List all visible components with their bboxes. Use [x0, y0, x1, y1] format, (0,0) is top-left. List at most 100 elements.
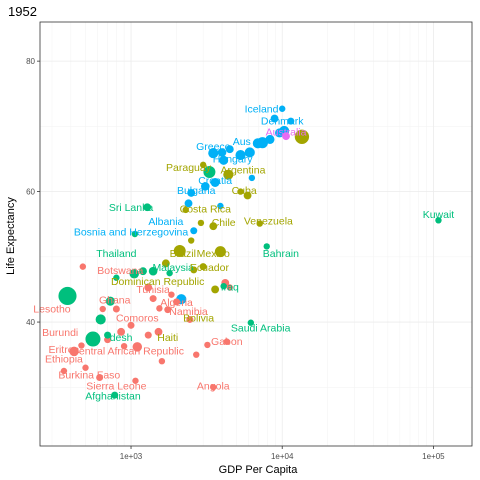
data-point: [209, 222, 218, 231]
x-tick-label: 1e+03: [120, 452, 143, 461]
data-point: [82, 364, 89, 371]
data-point: [210, 177, 220, 187]
data-point: [60, 367, 68, 375]
data-point: [149, 295, 157, 303]
data-point: [225, 145, 234, 154]
data-point: [279, 105, 286, 112]
country-label: Croatia: [198, 175, 232, 187]
plot-border: [39, 21, 473, 447]
data-point: [226, 284, 233, 291]
data-point: [186, 315, 194, 323]
country-label: Saudi Arabia: [231, 322, 291, 334]
country-label: Cuba: [232, 185, 257, 197]
country-label: Namibia: [169, 306, 208, 318]
data-point: [435, 217, 442, 224]
x-tick-label: 1e+05: [422, 452, 445, 461]
data-point: [113, 274, 120, 281]
data-point: [210, 384, 217, 391]
data-point: [96, 374, 104, 382]
country-label: Greece: [196, 141, 231, 153]
data-point: [105, 296, 115, 306]
country-label: Iraq: [221, 281, 239, 293]
country-label: Brazil: [170, 248, 196, 260]
data-point: [173, 244, 186, 257]
data-point: [132, 377, 139, 384]
data-point: [197, 219, 205, 227]
data-point: [158, 358, 166, 365]
data-point: [287, 117, 295, 125]
data-point: [143, 203, 152, 212]
data-point: [161, 259, 170, 268]
data-point: [263, 243, 270, 250]
data-point: [294, 129, 310, 144]
x-tick-label: 1e+04: [271, 452, 294, 461]
data-point: [117, 327, 126, 336]
data-point: [208, 148, 219, 159]
data-point: [256, 220, 263, 227]
data-point: [127, 321, 135, 329]
data-point: [244, 147, 255, 158]
country-label: Bulgaria: [177, 185, 216, 197]
data-point: [120, 342, 128, 350]
data-point: [223, 338, 230, 345]
country-label: Ethiopia: [45, 354, 83, 366]
country-label: Argentina: [220, 165, 265, 177]
data-point: [78, 342, 85, 349]
data-point: [129, 269, 139, 279]
data-point: [243, 191, 252, 200]
country-label: Albania: [148, 216, 183, 228]
country-label: Eritrea: [48, 344, 79, 356]
data-point: [182, 206, 189, 214]
data-point: [69, 346, 79, 357]
country-label: Hungary: [213, 153, 253, 165]
country-label: Ecuador: [190, 262, 230, 274]
data-point: [248, 174, 256, 182]
data-point: [99, 305, 106, 313]
data-point: [203, 166, 216, 179]
country-label: Kuwait: [423, 209, 455, 221]
data-point: [214, 246, 226, 258]
data-point: [173, 298, 181, 306]
country-label: Botswana: [97, 265, 143, 277]
country-label: Malaysia: [152, 262, 194, 274]
chart-title: 1952: [8, 4, 37, 19]
x-axis-title: GDP Per Capita: [219, 464, 299, 476]
country-label: Algeria: [160, 297, 193, 309]
data-point: [111, 391, 119, 399]
data-point: [199, 263, 207, 271]
country-label: Tunisia: [136, 284, 170, 296]
country-label: Central African Republic: [71, 345, 184, 357]
country-label: Australia: [266, 127, 307, 139]
data-point: [265, 134, 275, 144]
data-point: [187, 188, 196, 197]
data-point: [95, 314, 106, 325]
country-label: Bahrain: [263, 248, 299, 260]
country-label: Venezuela: [244, 215, 293, 227]
country-label: desh: [110, 332, 133, 344]
country-label: Comoros: [116, 313, 159, 325]
data-point: [85, 331, 101, 347]
y-tick-label: 60: [26, 188, 35, 197]
data-point: [187, 237, 195, 244]
country-label: Denmark: [261, 116, 304, 128]
country-label: Costa Rica: [180, 204, 232, 216]
data-point: [190, 266, 198, 274]
data-point: [199, 161, 207, 169]
country-label: Thailand: [96, 248, 136, 260]
data-point: [201, 182, 210, 191]
country-label: Chile: [212, 217, 236, 229]
country-label: Angola: [197, 380, 230, 392]
data-point: [58, 286, 77, 306]
data-point: [156, 305, 163, 312]
y-tick-label: 80: [26, 57, 35, 66]
data-point: [275, 128, 285, 138]
gridlines: [40, 22, 472, 446]
country-label: Sri Lanka: [109, 202, 154, 214]
country-label: Mexico: [197, 248, 230, 260]
data-point: [211, 285, 220, 294]
data-point: [168, 291, 175, 298]
country-label: Burundi: [42, 327, 78, 339]
data-points: [58, 105, 442, 399]
